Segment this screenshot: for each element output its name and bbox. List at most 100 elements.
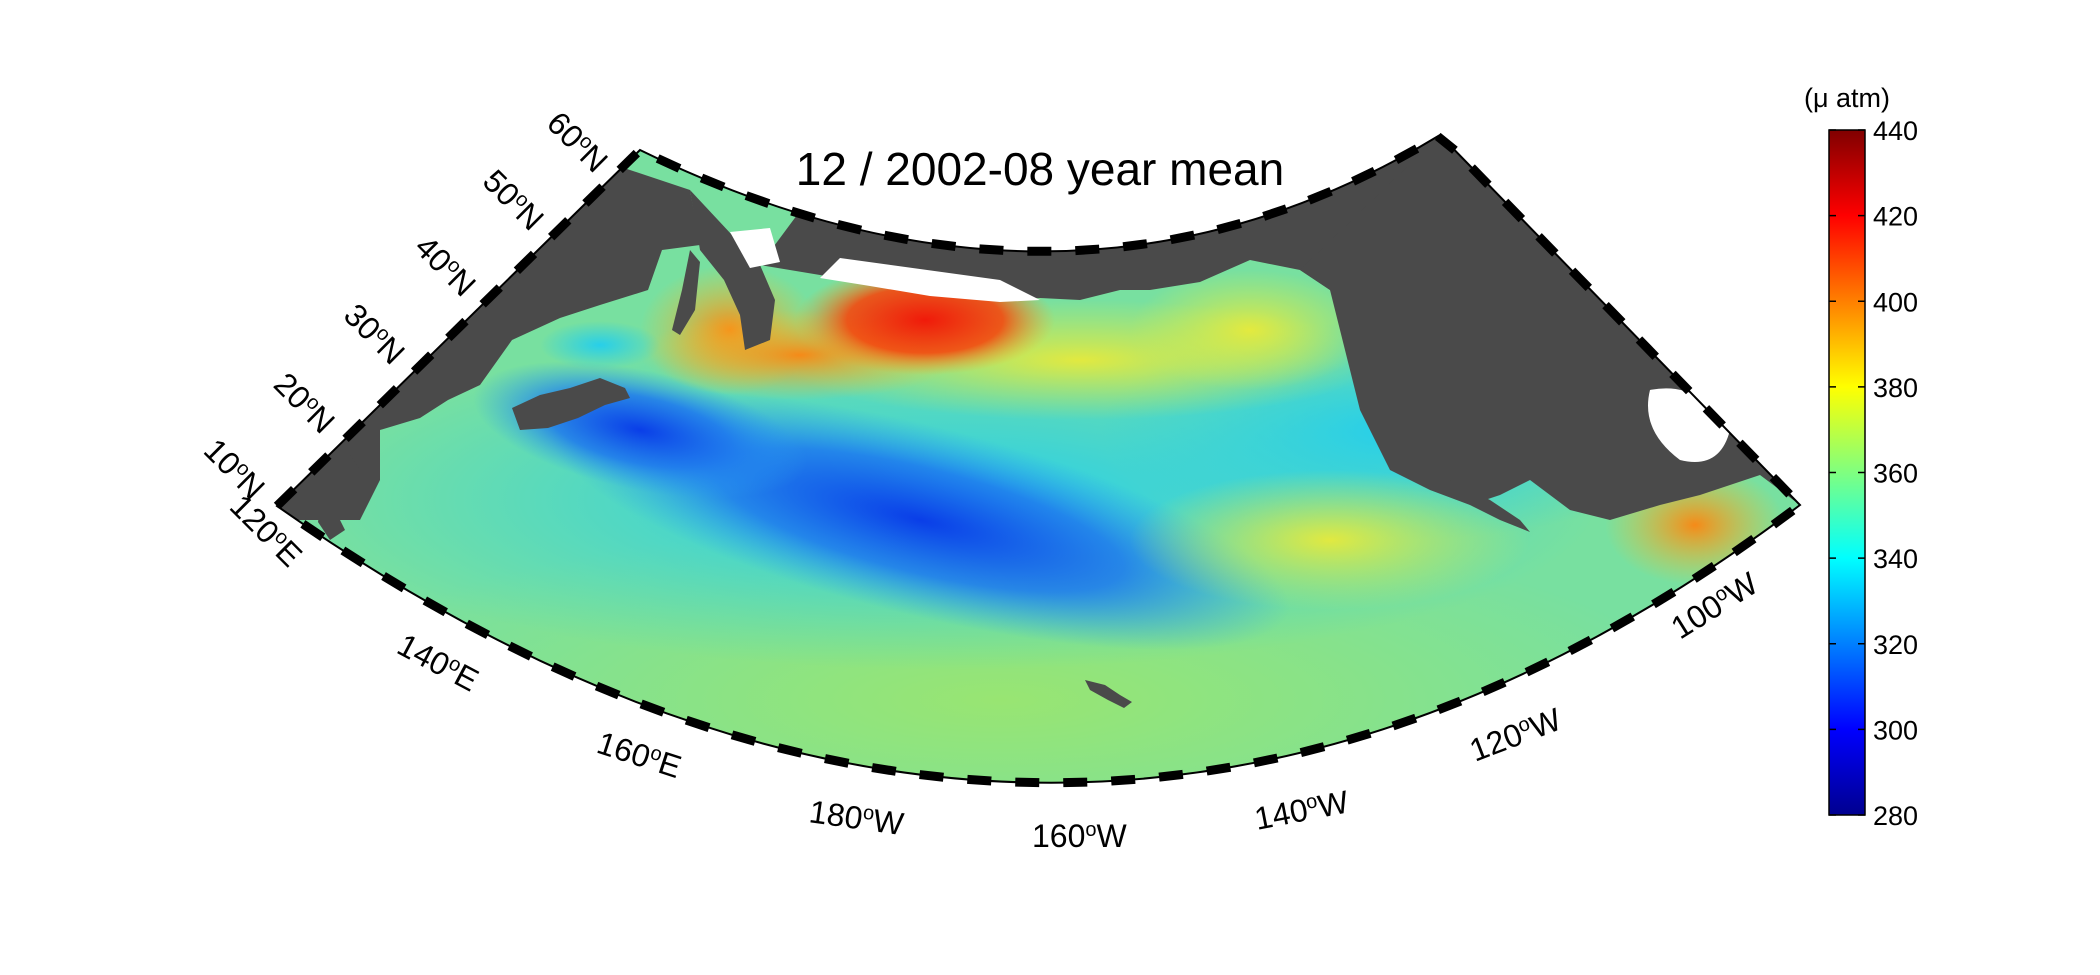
- frame-tick-segment: [1345, 729, 1372, 745]
- map-frame-ticks: [273, 132, 1796, 788]
- frame-tick-segment: [1122, 239, 1148, 252]
- frame-tick-segment: [684, 715, 711, 732]
- lat-label-20n: 20oN: [267, 365, 342, 440]
- frame-tick-segment: [381, 572, 407, 593]
- lon-label-180w: 180oW: [807, 793, 907, 842]
- colorbar-tick-label: 360: [1873, 459, 1918, 489]
- frame-tick-segment: [422, 596, 448, 617]
- frame-tick-segment: [919, 770, 944, 782]
- frame-tick-segment: [1436, 696, 1463, 714]
- frame-tick-segment: [967, 774, 992, 786]
- frame-tick-segment: [777, 743, 803, 758]
- colorbar-tick-label: 320: [1873, 630, 1918, 660]
- lon-label-140w: 140oW: [1251, 783, 1352, 837]
- frame-tick-segment: [548, 217, 572, 241]
- colorbar-tick-label: 340: [1873, 544, 1918, 574]
- lon-label-120w: 120oW: [1465, 701, 1567, 769]
- frame-tick-segment: [376, 385, 401, 409]
- frame-tick-segment: [273, 485, 298, 510]
- colorbar-tick-label: 380: [1873, 373, 1918, 403]
- frame-tick-segment: [655, 154, 682, 173]
- colorbar-tick-label: 400: [1873, 287, 1918, 317]
- frame-tick-segment: [342, 418, 366, 442]
- frame-tick-segment: [513, 250, 538, 274]
- frame-tick-segment: [790, 206, 816, 223]
- frame-tick-segment: [1391, 713, 1418, 731]
- frame-tick-segment: [300, 520, 326, 542]
- colorbar-ticks: 280 300 320 340 360 380 400 420 440: [1829, 116, 1918, 831]
- frame-tick-segment: [1609, 612, 1636, 633]
- lat-label-10n: 10oN: [197, 431, 272, 506]
- frame-tick-segment: [1205, 762, 1232, 776]
- frame-tick-segment: [1299, 742, 1326, 757]
- frame-tick-segment: [1110, 774, 1136, 786]
- frame-tick-segment: [1770, 506, 1796, 529]
- yellow-subtropical-east: [1130, 470, 1530, 610]
- frame-tick-segment: [639, 699, 666, 717]
- lon-label-160e: 160oE: [593, 724, 686, 785]
- frame-tick-segment: [1702, 405, 1726, 429]
- colorbar: (μ atm) 280 300 320 340 360 380 400 420 440: [1804, 83, 1918, 831]
- baja-california: [1450, 480, 1530, 532]
- frame-tick-segment: [1169, 230, 1196, 245]
- frame-tick-segment: [1524, 657, 1551, 677]
- colorbar-tick-label: 420: [1873, 202, 1918, 232]
- frame-tick-segment: [1567, 635, 1593, 656]
- frame-tick-segment: [1731, 534, 1757, 557]
- frame-tick-segment: [1075, 244, 1100, 256]
- frame-tick-segment: [1307, 187, 1333, 205]
- frame-tick-segment: [479, 284, 503, 308]
- hawaiian-islands: [1085, 680, 1132, 708]
- kamchatka-peninsula: [690, 190, 775, 350]
- frame-tick-segment: [824, 754, 850, 768]
- lat-label-30n: 30oN: [337, 296, 412, 371]
- colorbar-tick-label: 280: [1873, 801, 1918, 831]
- frame-tick-segment: [1015, 777, 1040, 788]
- colorbar-tick-label: 300: [1873, 715, 1918, 745]
- frame-tick-segment: [445, 317, 469, 342]
- lat-label-50n: 50oN: [476, 162, 551, 237]
- frame-tick-segment: [744, 191, 771, 208]
- frame-tick-segment: [871, 763, 897, 776]
- frame-tick-segment: [308, 452, 332, 476]
- frame-tick-segment: [1216, 219, 1242, 234]
- frame-tick-segment: [1262, 204, 1288, 221]
- frame-tick-segment: [582, 183, 606, 207]
- philippines-islands: [318, 455, 360, 540]
- frame-tick-segment: [1602, 301, 1626, 326]
- frame-tick-segment: [550, 662, 577, 681]
- frame-tick-segment: [1434, 132, 1458, 154]
- frame-tick-segment: [616, 149, 640, 174]
- frame-tick-segment: [1691, 562, 1717, 583]
- colorbar-unit-label: (μ atm): [1804, 83, 1890, 113]
- frame-tick-segment: [1635, 336, 1659, 360]
- frame-tick-segment: [464, 619, 491, 639]
- colorbar-tick-label: 440: [1873, 116, 1918, 146]
- frame-tick-segment: [699, 173, 726, 192]
- frame-tick-segment: [1063, 777, 1088, 788]
- frame-tick-segment: [1769, 473, 1793, 498]
- frame-tick-segment: [931, 238, 957, 251]
- frame-tick-segment: [836, 220, 863, 235]
- frame-tick-segment: [1501, 198, 1526, 223]
- frame-tick-segment: [1568, 267, 1593, 292]
- lon-label-160w: 160oW: [1032, 818, 1128, 854]
- frame-tick-segment: [594, 681, 621, 700]
- frame-tick-segment: [1736, 439, 1760, 464]
- frame-tick-segment: [1480, 678, 1507, 696]
- frame-tick-segment: [1535, 233, 1559, 257]
- sakhalin-island: [672, 250, 700, 335]
- frame-tick-segment: [340, 546, 366, 568]
- japan-islands: [512, 378, 630, 430]
- frame-tick-segment: [979, 244, 1004, 255]
- cyan-japan-sea: [540, 321, 660, 369]
- frame-tick-segment: [507, 641, 533, 661]
- no-data-okhotsk-north: [730, 228, 780, 268]
- frame-tick-segment: [1468, 164, 1492, 188]
- no-data-bering-coast: [820, 258, 1040, 302]
- frame-tick-segment: [883, 230, 909, 245]
- frame-tick-segment: [1253, 753, 1279, 768]
- frame-tick-segment: [1651, 587, 1677, 609]
- yellow-northeast: [1130, 270, 1370, 390]
